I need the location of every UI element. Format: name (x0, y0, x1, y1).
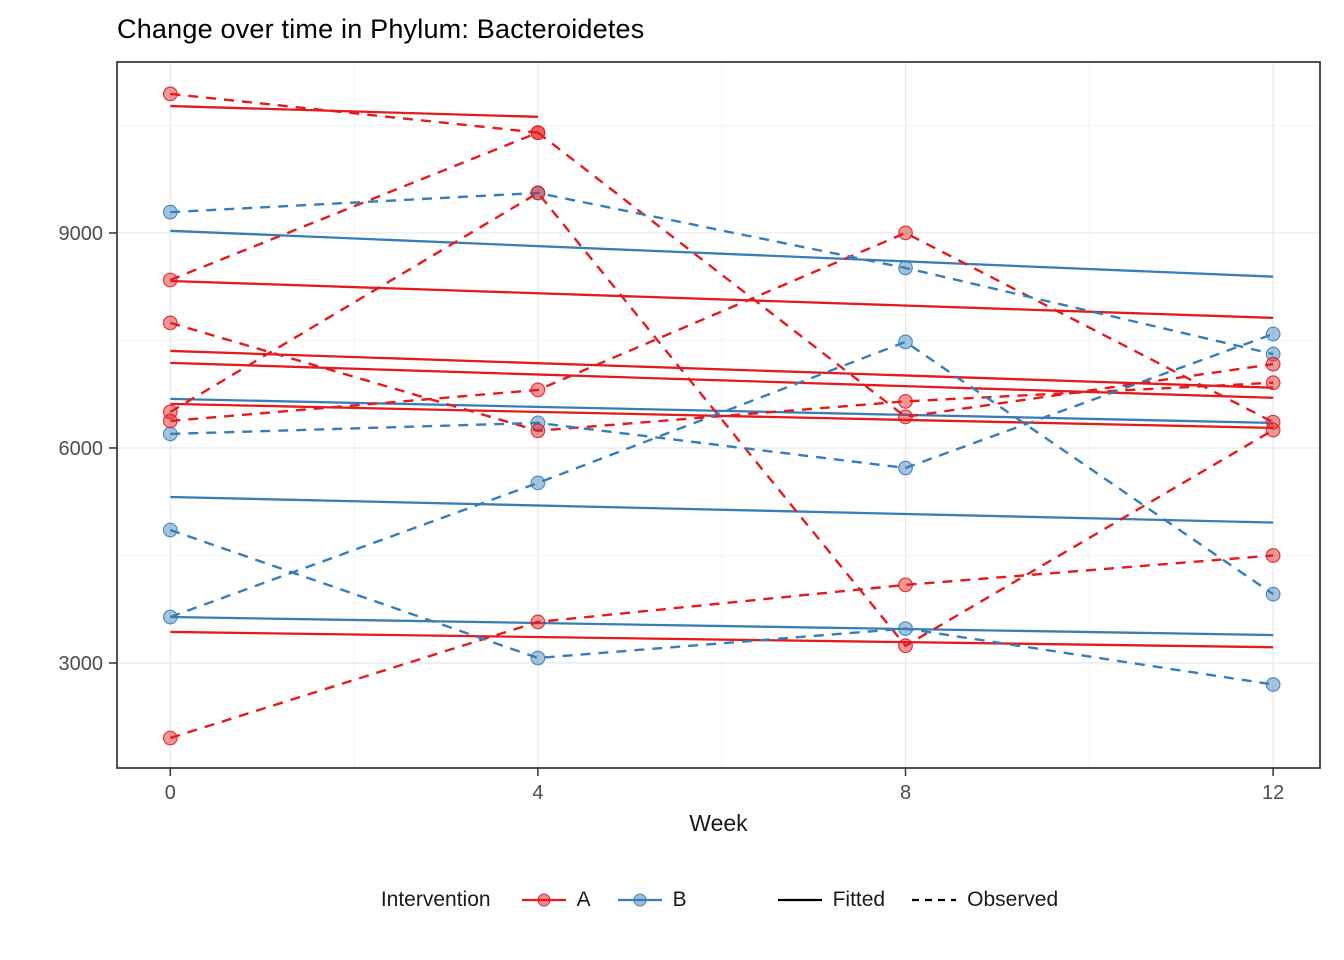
legend: Intervention A B Fitted Observed (0, 888, 1344, 912)
observed-point-A6 (162, 730, 178, 746)
observed-point-A5 (162, 413, 178, 429)
observed-line-A4 (169, 191, 1274, 648)
fitted-line-B1 (170, 229, 1274, 278)
observed-point-B2 (1265, 326, 1281, 342)
legend-glyph-svg (617, 893, 662, 907)
legend-key-solid-line-icon (777, 891, 823, 909)
legend-glyph-svg (912, 898, 957, 902)
observed-point-A4 (898, 638, 913, 654)
observed-point-B2 (162, 426, 178, 442)
observed-point-B3 (162, 522, 178, 538)
observed-point-A2 (162, 272, 178, 288)
observed-point-A4 (1265, 422, 1281, 438)
observed-point-B1 (162, 204, 178, 220)
observed-point-A5 (1265, 414, 1281, 430)
observed-line-A2 (169, 131, 1274, 419)
observed-point-A5 (898, 225, 913, 241)
observed-point-A2 (530, 125, 546, 141)
legend-item-a-label: A (576, 888, 591, 911)
x-axis-label: Week (689, 810, 748, 836)
observed-line-A5 (170, 231, 1274, 424)
legend-glyph-point (633, 893, 647, 907)
y-tick-label: 3000 (59, 653, 104, 675)
fitted-line-A6 (170, 630, 1274, 649)
fitted-line-A5 (170, 361, 1274, 399)
y-tick-label: 9000 (59, 223, 104, 245)
observed-point-A4 (530, 185, 546, 201)
legend-key-dashed-line-icon (911, 891, 957, 909)
legend-glyph-point (537, 893, 551, 907)
fitted-line-B2 (170, 397, 1274, 425)
observed-line-B2 (170, 332, 1274, 470)
observed-point-A3 (530, 423, 546, 439)
observed-line-B1 (170, 191, 1274, 356)
observed-point-B3 (898, 621, 913, 636)
legend-glyph-svg (777, 898, 822, 902)
fitted-line-A1 (170, 104, 538, 118)
legend-key-b-icon (617, 891, 663, 909)
legend-item-fitted: Fitted (777, 888, 886, 912)
legend-item-b-label: B (672, 888, 687, 911)
observed-point-A2 (1265, 356, 1281, 372)
observed-line-B3 (169, 528, 1274, 686)
observed-point-A1 (162, 86, 178, 102)
fitted-line-A3 (170, 349, 1274, 389)
fitted-line-A2 (170, 279, 1274, 320)
legend-item-observed: Observed (911, 888, 1058, 912)
observed-point-B4 (898, 334, 913, 350)
legend-item-fitted-label: Fitted (832, 888, 886, 911)
x-tick-label: 0 (165, 782, 176, 804)
observed-point-A2 (898, 409, 913, 425)
observed-point-A6 (530, 614, 546, 630)
observed-point-A3 (162, 315, 178, 331)
legend-key-a-icon (521, 891, 567, 909)
x-tick-label: 8 (900, 782, 911, 804)
observed-point-B4 (162, 609, 178, 625)
legend-title: Intervention (380, 888, 491, 911)
observed-point-B2 (530, 415, 546, 431)
observed-line-A6 (169, 554, 1274, 740)
observed-point-B1 (1265, 346, 1281, 362)
observed-line-A1 (170, 92, 539, 134)
panel-border (116, 61, 1321, 769)
observed-point-A3 (898, 393, 913, 409)
x-tick-label: 4 (532, 782, 543, 804)
legend-item-intervention-a: A (521, 888, 591, 912)
observed-point-B3 (530, 650, 546, 666)
observed-point-B1 (898, 260, 913, 276)
observed-point-B4 (1265, 586, 1281, 602)
observed-point-A3 (1265, 375, 1281, 391)
observed-point-A6 (1265, 548, 1281, 563)
x-tick-label: 12 (1262, 782, 1284, 804)
y-tick-label: 6000 (59, 438, 104, 460)
observed-point-B4 (530, 475, 546, 491)
legend-item-intervention-b: B (617, 888, 687, 912)
observed-point-A6 (898, 577, 913, 593)
observed-point-B2 (898, 460, 913, 476)
legend-item-observed-label: Observed (967, 888, 1059, 911)
observed-point-A5 (530, 382, 546, 398)
observed-point-B3 (1265, 677, 1281, 692)
observed-line-A3 (169, 321, 1274, 432)
chart-title: Change over time in Phylum: Bacteroidete… (117, 14, 645, 44)
fitted-line-B4 (170, 615, 1274, 637)
fitted-line-B3 (170, 495, 1274, 524)
legend-glyph-svg (521, 893, 566, 907)
